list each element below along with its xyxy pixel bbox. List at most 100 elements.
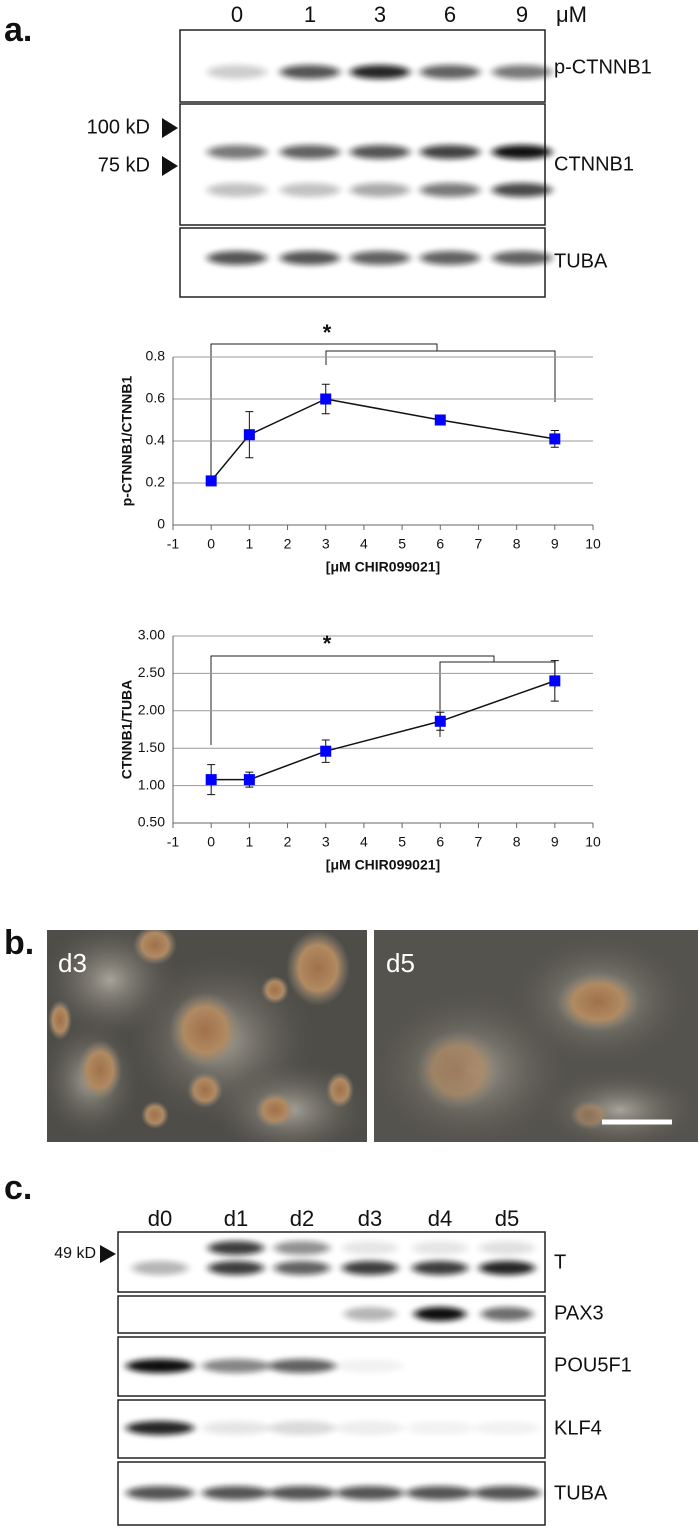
- band: [336, 1421, 404, 1435]
- x-tick-label: 2: [284, 536, 292, 552]
- band: [280, 183, 340, 197]
- band: [479, 1241, 535, 1255]
- data-point: [205, 774, 217, 786]
- x-tick-label: 0: [207, 834, 215, 850]
- chart: 0.50 1.00 1.50 2.00 2.50 3.00 -1 0 1 2 3 4 5 6 7 8 9 10 [μ…: [119, 627, 601, 873]
- blot-box: [117, 1295, 546, 1334]
- band: [268, 1486, 336, 1500]
- chart: 00.20.40.60.8-1 0 1 2 3 4 5 6 7 8 9 10[μM CHIR09902…: [119, 320, 601, 575]
- blot-a: [179, 29, 552, 298]
- x-tick-label: 8: [513, 536, 521, 552]
- band: [202, 1486, 270, 1500]
- x-tick-label: 5: [398, 536, 406, 552]
- data-line: [210, 398, 555, 482]
- x-tick-label: 3: [322, 834, 330, 850]
- marker-arrow: [100, 1245, 116, 1263]
- band: [132, 1261, 188, 1275]
- band: [342, 1241, 398, 1255]
- lane-label: 1: [304, 2, 316, 27]
- band: [274, 1261, 330, 1275]
- blot-box: [117, 1231, 546, 1293]
- data-point: [320, 745, 332, 757]
- data-point: [549, 675, 561, 687]
- y-tick-label: 0: [157, 516, 165, 532]
- y-tick-label: 0.8: [146, 348, 166, 364]
- band: [412, 1241, 468, 1255]
- band: [492, 251, 552, 265]
- band: [268, 1359, 336, 1373]
- band: [207, 183, 267, 197]
- unit-label: μM: [556, 2, 587, 27]
- band: [202, 1421, 270, 1435]
- band: [342, 1261, 398, 1275]
- x-tick-label: -1: [167, 536, 180, 552]
- x-tick-label: 6: [436, 834, 444, 850]
- lane-label: d5: [495, 1206, 519, 1231]
- marker-arrow: [162, 118, 178, 176]
- data-point: [243, 774, 255, 786]
- x-tick-label: 5: [398, 834, 406, 850]
- data-point: [243, 429, 255, 441]
- data-line: [211, 680, 556, 781]
- x-tick-label: 2: [284, 834, 292, 850]
- y-tick-label: 1.50: [138, 739, 165, 755]
- blot-box: [179, 103, 546, 226]
- band: [208, 1261, 264, 1275]
- blot-label: p-CTNNB1: [554, 56, 652, 78]
- x-tick-label: 7: [475, 834, 483, 850]
- band: [336, 1359, 404, 1373]
- band: [492, 65, 552, 79]
- annotation: *: [323, 631, 332, 656]
- lane-label: 3: [374, 2, 386, 27]
- x-tick-label: 7: [475, 536, 483, 552]
- y-tick-label: 0.2: [146, 474, 166, 490]
- band: [274, 1241, 330, 1255]
- lane-label: d3: [358, 1206, 382, 1231]
- data-point: [205, 475, 217, 487]
- blot-c: [117, 1231, 546, 1526]
- x-tick-label: 10: [585, 834, 601, 850]
- x-tick-label: 8: [513, 834, 521, 850]
- band: [336, 1486, 404, 1500]
- panel-label: b.: [4, 924, 34, 962]
- y-tick-label: 0.4: [146, 432, 166, 448]
- band: [492, 145, 552, 159]
- x-tick-label: 4: [360, 536, 368, 552]
- x-tick-label: 3: [322, 536, 330, 552]
- x-tick-label: -1: [167, 834, 180, 850]
- band: [479, 1261, 535, 1275]
- band: [420, 183, 480, 197]
- y-tick-label: 0.50: [138, 814, 165, 830]
- band: [208, 1241, 264, 1255]
- band: [420, 145, 480, 159]
- blot-label: TUBA: [554, 1482, 608, 1504]
- y-tick-label: 2.50: [138, 664, 165, 680]
- y-axis-label: CTNNB1/TUBA: [119, 680, 135, 780]
- marker-label: 49 kD: [54, 1245, 96, 1262]
- band: [350, 65, 410, 79]
- band: [202, 1359, 270, 1373]
- significance-bracket: [210, 343, 556, 480]
- image-label: d5: [386, 948, 415, 978]
- band: [406, 1486, 474, 1500]
- band: [412, 1261, 468, 1275]
- x-tick-label: 1: [245, 834, 253, 850]
- band: [414, 1307, 466, 1321]
- lane-label: 6: [444, 2, 456, 27]
- x-tick-label: 9: [551, 536, 559, 552]
- y-tick-label: 2.00: [138, 702, 165, 718]
- y-tick-label: 3.00: [138, 627, 165, 643]
- y-axis-label: p-CTNNB1/CTNNB1: [119, 375, 135, 506]
- blot-label: TUBA: [554, 250, 608, 272]
- band: [207, 145, 267, 159]
- lane-label: 9: [516, 2, 528, 27]
- blot-label: CTNNB1: [554, 153, 634, 175]
- marker-label: 100 kD: [87, 116, 150, 138]
- x-tick-label: 0: [207, 536, 215, 552]
- band: [492, 183, 552, 197]
- image-label: d3: [58, 948, 87, 978]
- band: [420, 65, 480, 79]
- band: [350, 251, 410, 265]
- blot-label: POU5F1: [554, 1354, 632, 1376]
